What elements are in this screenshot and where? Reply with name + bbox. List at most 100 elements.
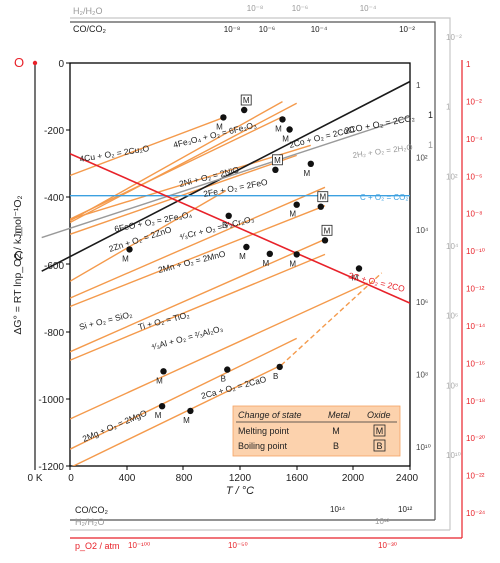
legend-metal-symbol: M: [332, 426, 340, 436]
transition-label: M: [282, 135, 289, 144]
series-line: [70, 186, 326, 299]
top-co-tick-label: 10⁻⁴: [311, 25, 328, 34]
bottom-po2-tick-label: 10⁻³⁰: [378, 541, 397, 550]
scale-tick-label: 10⁻¹⁴: [466, 322, 486, 331]
top-h2-tick-label: 10⁻⁴: [360, 4, 377, 13]
transition-label: M: [183, 416, 190, 425]
scale-tick-label: 10⁴: [416, 226, 429, 235]
scale-tick-label: 10⁻²⁰: [466, 434, 485, 443]
bottom-h2-tick-label: 10¹²: [375, 517, 390, 526]
right-h2-scale: 10⁻² 1 10² 10⁴ 10⁶ 10⁸ 10¹⁰: [446, 33, 462, 460]
legend-oxide-symbol: M: [376, 426, 384, 436]
transition-label: M: [324, 226, 331, 235]
series-line: [70, 205, 326, 308]
transition-label: M: [275, 124, 282, 133]
legend-oxide-symbol: B: [376, 441, 382, 451]
series-line: [70, 100, 283, 222]
transition-point: [187, 407, 194, 415]
scale-tick-label: 10⁻¹²: [466, 285, 485, 294]
x-tick-label: 1200: [229, 473, 252, 484]
y-tick-label: -400: [44, 193, 64, 204]
y-tick-label: 0: [58, 59, 64, 70]
dashed-extension: [280, 272, 383, 366]
transition-label: M: [122, 254, 129, 263]
right-po2-scale: 1 10⁻² 10⁻⁴ 10⁻⁶ 10⁻⁸ 10⁻¹⁰ 10⁻¹² 10⁻¹⁴ 10⁻¹⁶ 10⁻…: [466, 60, 486, 518]
pivot-label-h: H: [14, 224, 23, 239]
scale-tick-label: 10⁻⁶: [466, 172, 482, 181]
transition-label: M: [352, 274, 359, 283]
transition-point: [224, 366, 231, 373]
bottom-h2-scale-label: H₂/H₂O: [75, 517, 105, 527]
h2o-end-label: 1: [428, 140, 433, 150]
y-tick-label: -1200: [38, 462, 64, 473]
transition-point: [279, 116, 286, 123]
frames: [32, 17, 463, 539]
y-tick-label: -1000: [38, 395, 64, 406]
scale-tick-label: 10²: [416, 153, 428, 162]
scale-tick-label: 10⁻⁴: [466, 135, 483, 144]
y-tick-label: -800: [44, 328, 64, 339]
scale-tick-label: 10¹⁰: [446, 451, 461, 460]
x-tick-label: 0: [68, 473, 74, 484]
transition-point: [276, 363, 283, 371]
series-line: [70, 282, 368, 420]
transition-point: [307, 160, 314, 167]
transition-label: B: [221, 375, 226, 384]
scale-tick-label: 10⁸: [446, 381, 458, 390]
oxide-marker-box: [317, 191, 329, 203]
series-label-c-co2: C + O₂ = CO₂: [360, 193, 408, 202]
series-line: [71, 364, 282, 466]
legend-box: [232, 405, 401, 457]
legend-row-label: Melting point: [238, 426, 290, 436]
pivot-label-o: O: [14, 55, 24, 70]
scale-tick-label: 10⁻¹⁸: [466, 397, 485, 406]
transition-label: M: [239, 252, 246, 261]
series-line: [70, 253, 326, 361]
x-ticks: [69, 466, 411, 470]
x-tick-label: 400: [119, 473, 136, 484]
x-tick-label: 2000: [342, 473, 365, 484]
series-line: [70, 154, 297, 235]
transition-label: M: [156, 376, 163, 385]
y-ticks: [66, 62, 70, 467]
transition-label: M: [319, 193, 326, 202]
transition-label: M: [216, 122, 223, 131]
transition-label: B: [222, 221, 227, 230]
scale-tick-label: 10²: [446, 172, 458, 181]
transition-point: [158, 403, 166, 410]
co2-end-label: 1: [428, 110, 433, 120]
series-line: [70, 144, 312, 220]
legend-header: Change of state: [238, 410, 302, 420]
top-h2-tick-label: 10⁻⁸: [247, 4, 264, 13]
scale-tick-label: 10⁻²: [466, 97, 482, 106]
top-h2-scale-label: H₂/H₂O: [73, 6, 103, 16]
plot-area: [69, 62, 411, 467]
scale-tick-label: 10⁻²²: [466, 472, 485, 481]
po2-scale-label: p_O2 / atm: [75, 541, 120, 551]
legend: Change of state Metal Oxide Melting poin…: [232, 405, 401, 457]
transition-label: M: [303, 169, 310, 178]
bottom-co-scale-label: CO/CO₂: [75, 505, 109, 515]
x-tick-label: 1600: [286, 473, 309, 484]
top-co-tick-label: 10⁻⁸: [224, 25, 241, 34]
series-line: [70, 102, 298, 224]
transition-point: [220, 114, 227, 121]
transition-point: [126, 246, 133, 253]
scale-tick-label: 10⁻¹⁰: [466, 247, 485, 256]
transition-label: M: [289, 259, 296, 268]
transition-point: [241, 106, 248, 114]
scale-tick-label: 10⁶: [446, 312, 458, 321]
y-axis: 0 -200 -400 -600 -800 -1000 -1200: [38, 59, 64, 473]
transition-label: M: [243, 96, 250, 105]
transition-point: [293, 251, 300, 258]
bottom-scales: CO/CO₂ H₂/H₂O p_O2 / atm 10¹⁴ 10¹² 10¹² …: [75, 505, 413, 551]
top-h2-tick-label: 10⁻⁶: [292, 4, 308, 13]
zero-kelvin-label: 0 K: [27, 473, 42, 484]
scale-tick-label: 10⁻⁸: [466, 210, 483, 219]
series-layer: [41, 80, 411, 466]
pivot-label-c: C: [14, 248, 23, 263]
scale-tick-label: 1: [416, 81, 421, 90]
top-scales: H₂/H₂O CO/CO₂ 10⁻⁸ 10⁻⁶ 10⁻⁴ 10⁻⁸ 10⁻⁶ 1…: [73, 4, 415, 34]
